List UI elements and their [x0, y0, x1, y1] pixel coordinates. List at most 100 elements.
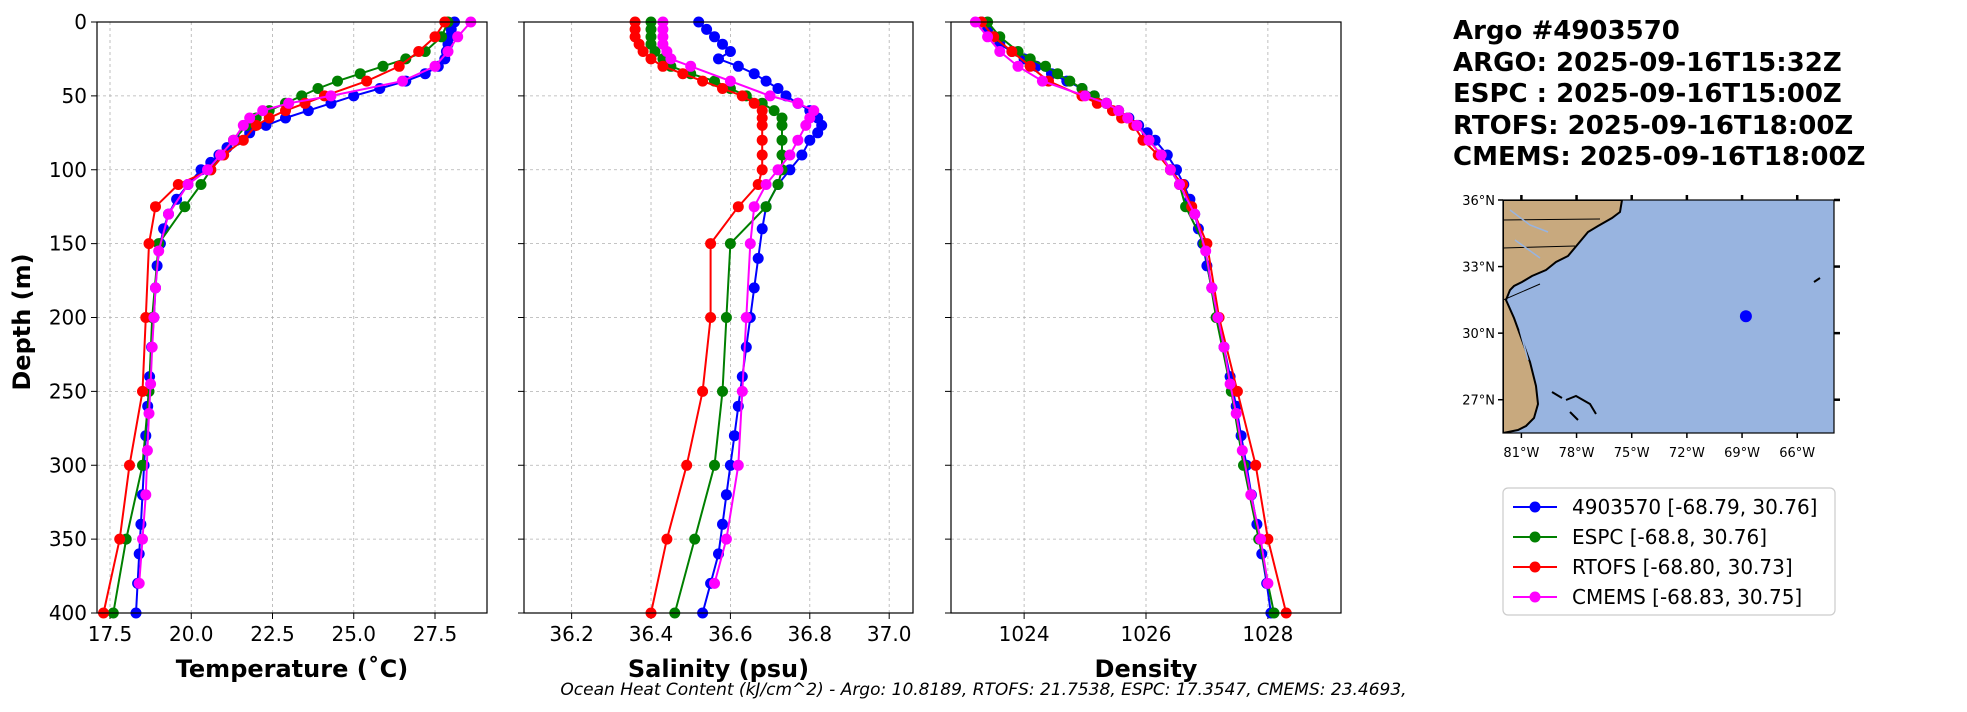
data-point: [257, 105, 269, 117]
map-lat-label: 36°N: [1462, 194, 1495, 209]
data-point: [776, 149, 788, 161]
data-point: [724, 75, 736, 87]
x-tick-label: 25.0: [331, 622, 376, 646]
map-lat-label: 30°N: [1462, 327, 1495, 342]
figure-title: Argo #4903570 ARGO: 2025-09-16T15:32Z ESPC…: [1453, 16, 1865, 174]
map-islands: [1551, 277, 1821, 421]
ocean-heat-content-footer: Ocean Heat Content (kJ/cm^2) - Argo: 10.…: [560, 680, 1407, 700]
data-point: [377, 60, 389, 72]
float-location-map: 36°N 33°N 30°N 27°N 81°W 78°W 75°W 72°W 69°W 66°W: [1462, 194, 1840, 461]
y-tick-label: 0: [74, 10, 87, 34]
legend-entry: CMEMS [-68.83, 30.75]: [1513, 585, 1802, 609]
data-point: [661, 533, 673, 545]
data-point: [772, 164, 784, 176]
legend-frame: [1502, 487, 1836, 616]
data-point: [1122, 112, 1134, 124]
data-point: [792, 97, 804, 109]
data-point: [283, 97, 295, 109]
data-point: [645, 53, 657, 65]
density-series-cmems: [969, 16, 1274, 589]
data-point: [720, 489, 732, 501]
legend-label: 4903570 [-68.79, 30.76]: [1572, 495, 1817, 519]
data-point: [760, 201, 772, 213]
data-point: [752, 252, 764, 264]
data-point: [717, 83, 728, 94]
data-point: [717, 518, 728, 530]
data-point: [442, 46, 454, 57]
data-point: [163, 208, 174, 220]
data-point: [1206, 282, 1218, 294]
data-point: [182, 179, 194, 190]
data-point: [784, 149, 796, 161]
y-tick-label: 350: [49, 527, 87, 551]
title-line-espc: ESPC : 2025-09-16T15:00Z: [1453, 79, 1842, 109]
map-lon-label: 66°W: [1779, 446, 1815, 461]
temperature-series-cmems: [133, 16, 477, 589]
data-point: [717, 385, 728, 397]
data-point: [724, 46, 736, 57]
data-point: [202, 164, 213, 176]
data-point: [657, 60, 669, 72]
x-tick-label: 37.0: [867, 622, 912, 646]
data-point: [1113, 105, 1125, 117]
data-point: [332, 75, 343, 87]
legend-entry: ESPC [-68.8, 30.76]: [1513, 525, 1767, 549]
data-point: [133, 577, 145, 589]
x-tick-label: 36.8: [788, 622, 833, 646]
legend-entry: RTOFS [-68.80, 30.73]: [1513, 555, 1793, 579]
data-point: [732, 459, 744, 471]
data-point: [728, 430, 740, 442]
data-point: [709, 31, 720, 43]
data-point: [748, 201, 760, 213]
data-point: [348, 90, 360, 102]
data-point: [1189, 208, 1201, 220]
data-point: [717, 38, 728, 50]
y-tick-label: 100: [49, 158, 87, 182]
data-point: [637, 46, 649, 57]
temperature-axis-label: Temperature (˚C): [176, 655, 409, 683]
data-point: [1262, 577, 1274, 589]
y-tick-label: 50: [62, 84, 87, 108]
data-point: [681, 459, 693, 471]
x-tick-label: 1028: [1242, 622, 1293, 646]
data-point: [776, 134, 788, 146]
data-point: [179, 201, 191, 213]
data-point: [250, 119, 262, 131]
data-point: [720, 312, 732, 323]
map-lon-label: 75°W: [1614, 446, 1650, 461]
data-point: [1052, 68, 1064, 80]
axes-frame: [96, 21, 488, 614]
data-point: [665, 53, 677, 65]
data-point: [1036, 75, 1048, 87]
density-panel: 1024 1026 1028 Density: [945, 16, 1342, 683]
data-point: [413, 46, 425, 57]
data-point: [195, 179, 207, 190]
data-point: [137, 533, 148, 545]
x-tick-label: 22.5: [250, 622, 295, 646]
axes-frame: [950, 21, 1342, 614]
axes-frame: [523, 21, 914, 614]
data-point: [237, 119, 249, 131]
data-point: [1255, 533, 1267, 545]
data-point: [689, 533, 701, 545]
data-point: [429, 60, 441, 72]
data-point: [724, 459, 736, 471]
data-point: [137, 385, 148, 397]
data-point: [137, 459, 148, 471]
data-point: [397, 75, 408, 87]
data-point: [705, 238, 717, 250]
data-point: [1143, 134, 1155, 146]
data-point: [1245, 489, 1257, 501]
data-point: [1100, 97, 1112, 109]
data-point: [685, 60, 697, 72]
data-point: [736, 90, 748, 102]
data-point: [172, 179, 184, 190]
x-tick-label: 1026: [1121, 622, 1172, 646]
data-point: [143, 408, 155, 419]
data-point: [1218, 341, 1230, 353]
data-point: [748, 68, 760, 80]
map-land: [1503, 200, 1624, 433]
data-point: [740, 312, 752, 323]
data-point: [756, 164, 768, 176]
